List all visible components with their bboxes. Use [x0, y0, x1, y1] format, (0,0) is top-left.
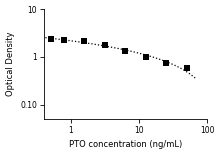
X-axis label: PTO concentration (ng/mL): PTO concentration (ng/mL) — [69, 140, 182, 149]
Point — [123, 50, 127, 53]
Point — [103, 44, 106, 46]
Point — [164, 62, 168, 64]
Point — [49, 38, 52, 40]
Point — [82, 40, 86, 42]
Point — [185, 67, 189, 70]
Y-axis label: Optical Density: Optical Density — [6, 32, 15, 96]
Point — [62, 38, 66, 41]
Point — [144, 56, 147, 58]
